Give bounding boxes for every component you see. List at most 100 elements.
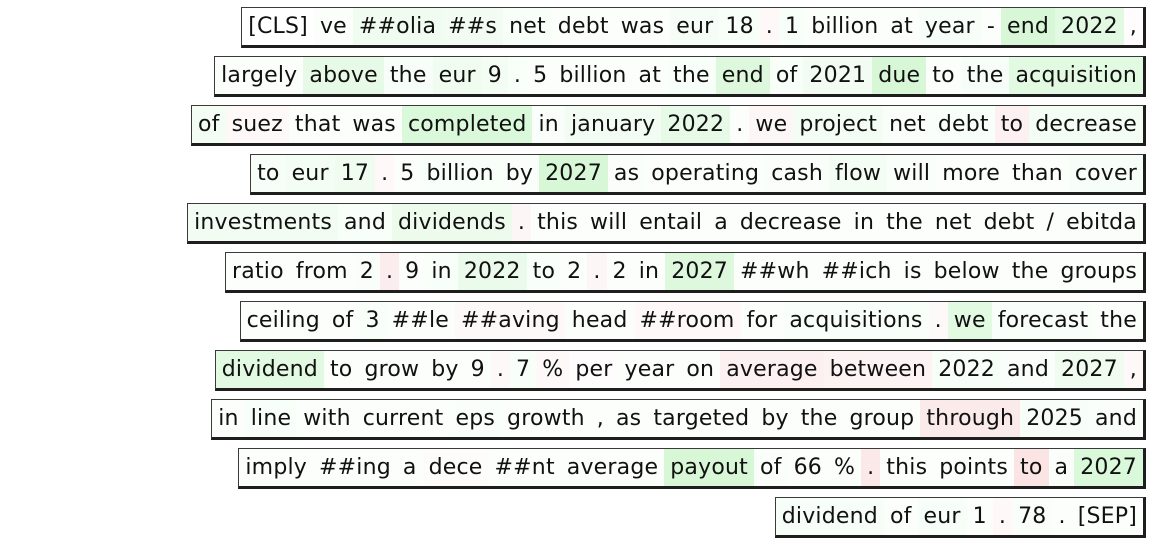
token: ##olia [352,8,443,45]
token: . [490,351,511,388]
token: 9 [464,351,491,388]
token: we [947,302,992,339]
token: investments [188,204,338,241]
token: acquisition [1009,57,1143,94]
token: more [936,155,1007,192]
token: 78 [1012,498,1053,535]
token-line: ratio from 2. 9 in 2022 to 2. 2 in 2027 ##wh ##ich is… [225,252,1146,293]
token: to [926,57,961,94]
token: imply [239,449,314,486]
token: will [887,155,937,192]
token: largely [215,57,304,94]
token-line: imply ##ing a dece ##nt average payout of 66%. th… [238,448,1146,489]
token: this [531,204,585,241]
token: the [383,57,433,94]
token: cover [1068,155,1143,192]
token: grow [358,351,426,388]
token: ##le [385,302,455,339]
token: 2 [353,253,380,290]
token: ebitda [1060,204,1143,241]
token: the [1094,302,1143,339]
token: a [1048,449,1075,486]
token: forecast [991,302,1095,339]
token: . [375,155,395,192]
token: ##s [442,8,504,45]
token: ##ich [815,253,898,290]
token: a [708,204,734,241]
token: to [251,155,286,192]
token: 2 [561,253,588,290]
token: end [715,57,770,94]
token: 2025 [1020,400,1089,437]
token: the [1005,253,1055,290]
token-line: in line with current eps growth, as targeted by t… [211,399,1146,440]
token: was [346,106,402,143]
token: / [1040,204,1061,241]
token: of [753,449,788,486]
token: in [847,204,881,241]
token: the [960,57,1010,94]
token: eur [670,8,720,45]
token: ##ing [313,449,397,486]
token: as [607,155,646,192]
token: and [338,204,392,241]
token: and [1001,351,1055,388]
token: at [884,8,919,45]
token: ##room [633,302,741,339]
token: billion [805,8,885,45]
token: for [740,302,784,339]
token: suez [225,106,289,143]
token-line: dividend of eur 1. 78. [SEP] [774,497,1146,538]
token: due [872,57,927,94]
token: group [843,400,921,437]
token: 2 [606,253,633,290]
token: as [610,400,648,437]
token: this [880,449,934,486]
token: was [614,8,671,45]
token: % [827,449,862,486]
token: dividends [392,204,512,241]
token: 3 [359,302,386,339]
token: - [980,8,1001,45]
token: 2022 [457,253,527,290]
token: decrease [1029,106,1143,143]
token: 66 [787,449,828,486]
token: is [897,253,928,290]
token: by [499,155,540,192]
token: 18 [719,8,760,45]
token: of [769,57,804,94]
token: , [1123,351,1143,388]
token: billion [553,57,633,94]
token-line: investments and dividends. this will entail a d… [187,203,1146,244]
token: 7 [510,351,537,388]
token: . [379,253,400,290]
token: of [325,302,360,339]
token: dece [422,449,489,486]
token: and [1089,400,1143,437]
token: the [794,400,844,437]
token: that [288,106,347,143]
token: to [994,106,1030,143]
token: flow [828,155,888,192]
token: 2027 [1055,351,1124,388]
token: acquisitions [783,302,929,339]
token: 2021 [803,57,873,94]
token-line: [CLS] ve ##olia ##s net debt was eur 18. 1 billion… [241,7,1146,48]
token: in [632,253,666,290]
token: 2022 [661,106,731,143]
token: end [1000,8,1055,45]
token: the [667,57,716,94]
token: 9 [399,253,426,290]
token: year [618,351,681,388]
token: to [526,253,562,290]
token: 5 [394,155,421,192]
token: ##nt [488,449,561,486]
token-line: of suez that was completed in january 2022. we pr… [191,105,1146,146]
token: below [927,253,1006,290]
token: a [396,449,423,486]
token: average [720,351,824,388]
token: by [755,400,795,437]
token: 2022 [932,351,1001,388]
token: . [587,253,607,290]
